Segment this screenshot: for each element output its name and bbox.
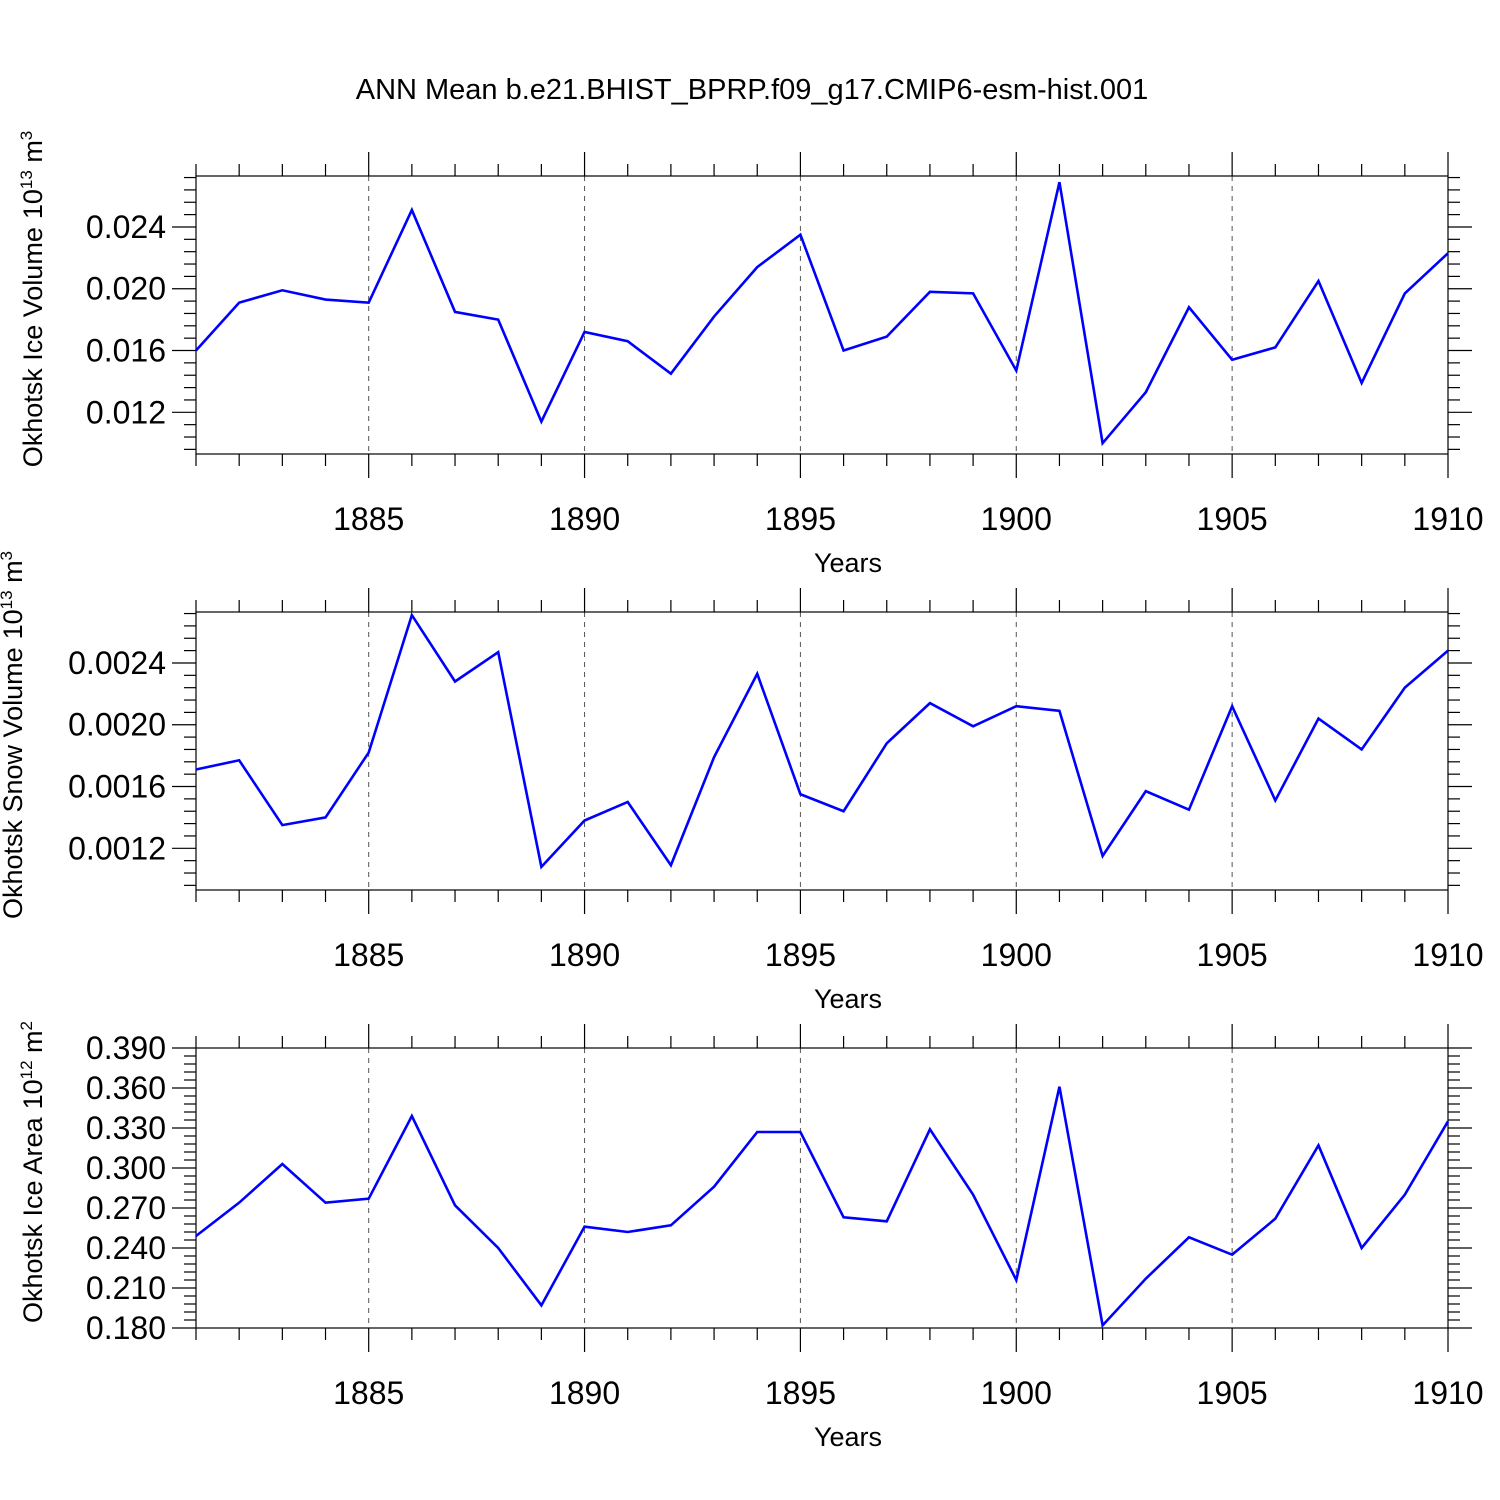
- figure-title: ANN Mean b.e21.BHIST_BPRP.f09_g17.CMIP6-…: [356, 74, 1149, 106]
- x-tick-label: 1895: [765, 937, 836, 973]
- x-tick-label: 1895: [765, 501, 836, 537]
- y-tick-label: 0.0020: [68, 707, 166, 743]
- x-tick-label: 1905: [1197, 501, 1268, 537]
- y-tick-label: 0.390: [86, 1030, 166, 1066]
- x-tick-label: 1885: [333, 501, 404, 537]
- y-axis-label: Okhotsk Ice Area 1012 m2: [17, 1021, 48, 1323]
- x-tick-label: 1910: [1412, 937, 1483, 973]
- y-tick-label: 0.0012: [68, 830, 166, 866]
- y-tick-label: 0.024: [86, 209, 166, 245]
- plot-frame: [195, 175, 1449, 455]
- y-tick-label: 0.240: [86, 1230, 166, 1266]
- x-tick-label: 1900: [981, 937, 1052, 973]
- y-axis-label-unit-base: 10: [18, 189, 48, 219]
- y-axis-label-unit-exp: 12: [17, 1060, 36, 1079]
- y-axis-label-name: Okhotsk Snow Volume: [0, 647, 28, 919]
- x-tick-label: 1910: [1412, 501, 1483, 537]
- y-axis-label-unit-base: 10: [18, 1079, 48, 1109]
- y-axis-label-unit-tail-exp: 3: [0, 551, 16, 560]
- x-tick-label: 1890: [549, 937, 620, 973]
- plot-frame: [195, 1047, 1449, 1329]
- x-tick-label: 1890: [549, 501, 620, 537]
- plot-frame: [195, 611, 1449, 891]
- y-tick-label: 0.020: [86, 271, 166, 307]
- y-axis-label-unit-tail-exp: 2: [17, 1021, 36, 1030]
- y-tick-label: 0.360: [86, 1070, 166, 1106]
- x-axis-label: Years: [814, 1422, 882, 1452]
- x-tick-label: 1885: [333, 937, 404, 973]
- y-tick-label: 0.210: [86, 1270, 166, 1306]
- y-axis-label: Okhotsk Ice Volume 1013 m3: [17, 131, 48, 468]
- y-tick-label: 0.300: [86, 1150, 166, 1186]
- y-axis-label-unit-base: 10: [0, 609, 28, 639]
- y-axis-label-unit-exp: 13: [17, 170, 36, 189]
- y-tick-label: 0.330: [86, 1110, 166, 1146]
- panel-1: 1885 1890 1895 1900 1905 1910 0.012 0.016 0.020 0…: [17, 131, 1484, 578]
- x-axis-label: Years: [814, 984, 882, 1014]
- series-line-1: [195, 181, 1449, 447]
- y-axis-label-name: Okhotsk Ice Area: [18, 1116, 48, 1323]
- y-axis-label-unit-exp: 13: [0, 590, 16, 609]
- x-tick-label: 1885: [333, 1375, 404, 1411]
- y-tick-label: 0.180: [86, 1310, 166, 1346]
- y-axis-label-unit-tail: m: [18, 140, 48, 170]
- x-tick-label: 1890: [549, 1375, 620, 1411]
- y-tick-label: 0.0016: [68, 769, 166, 805]
- y-axis-label-unit-tail: m: [0, 560, 28, 590]
- panel-3: 1885 1890 1895 1900 1905 1910 0.180 0.210 0.240 0…: [17, 1021, 1484, 1452]
- y-axis-label-unit-tail-exp: 3: [17, 131, 36, 140]
- x-axis-label: Years: [814, 548, 882, 578]
- y-tick-label: 0.270: [86, 1190, 166, 1226]
- series-line-2: [195, 612, 1449, 870]
- panels: 1885 1890 1895 1900 1905 1910 0.012 0.016 0.020 0…: [0, 131, 1484, 1452]
- x-tick-label: 1900: [981, 1375, 1052, 1411]
- panel-2: 1885 1890 1895 1900 1905 1910 0.0012 0.0016 0.00…: [0, 551, 1484, 1014]
- y-axis-label: Okhotsk Snow Volume 1013 m3: [0, 551, 28, 919]
- y-tick-label: 0.012: [86, 394, 166, 430]
- x-tick-label: 1900: [981, 501, 1052, 537]
- x-tick-label: 1905: [1197, 1375, 1268, 1411]
- y-axis-label-unit-tail: m: [18, 1030, 48, 1060]
- x-tick-label: 1910: [1412, 1375, 1483, 1411]
- x-tick-label: 1905: [1197, 937, 1268, 973]
- y-tick-label: 0.016: [86, 333, 166, 369]
- y-tick-label: 0.0024: [68, 645, 166, 681]
- y-axis-label-name: Okhotsk Ice Volume: [18, 227, 48, 467]
- series-line-3: [195, 1086, 1450, 1329]
- x-tick-label: 1895: [765, 1375, 836, 1411]
